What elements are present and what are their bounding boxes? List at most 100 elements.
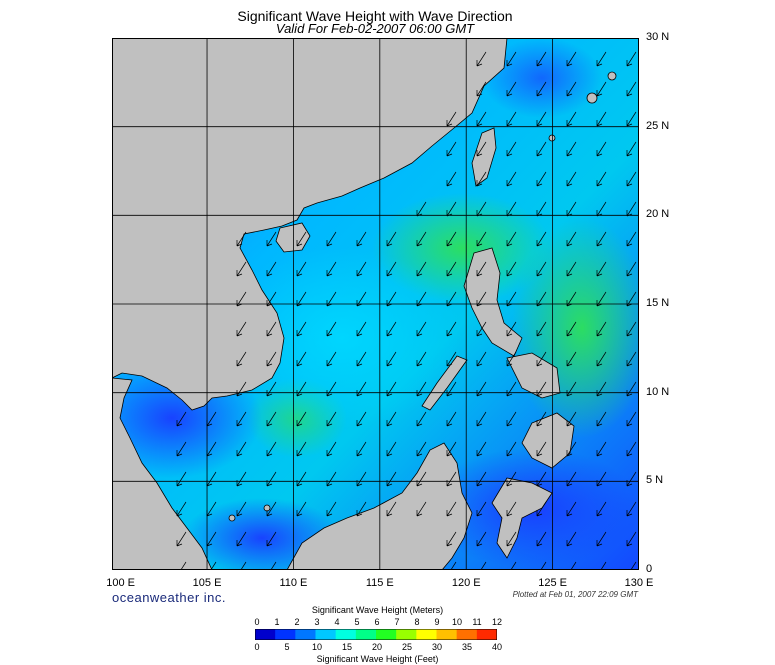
wave-direction-arrow [506,321,517,337]
wave-direction-arrow [536,111,547,127]
wave-direction-arrow [476,321,487,337]
colorbar-feet-tick: 0 [254,642,260,652]
mid-wave-zone [222,248,462,428]
wave-direction-arrow [236,351,247,367]
wave-direction-arrow [176,471,187,487]
land-mindanao [521,412,575,469]
wave-direction-arrow [356,501,367,517]
colorbar-meter-tick: 3 [314,617,320,627]
wave-direction-arrow [596,171,607,187]
wave-direction-arrow [446,351,457,367]
colorbar-meter-tick: 1 [274,617,280,627]
wave-direction-arrow [596,231,607,247]
wave-direction-arrow [236,231,247,247]
wave-direction-arrow [356,411,367,427]
map-title: Significant Wave Height with Wave Direct… [237,8,513,24]
wave-direction-arrow [566,471,577,487]
wave-direction-arrow [506,351,517,367]
wave-direction-arrow [626,531,637,547]
colorbar-feet-tick: 40 [491,642,503,652]
latitude-label: 10 N [646,385,670,398]
wave-direction-arrow [506,261,517,277]
wave-direction-arrow [626,471,637,487]
wave-direction-arrow [506,471,517,487]
wave-direction-arrow [386,321,397,337]
land-hainan [275,222,311,253]
latitude-label: 20 N [646,208,670,221]
wave-direction-arrow [386,261,397,277]
wave-direction-arrow [356,441,367,457]
wave-direction-arrow [326,321,337,337]
wave-direction-arrow [296,321,307,337]
wave-direction-arrow [626,351,637,367]
wave-direction-arrow [326,441,337,457]
colorbar-feet-tick: 5 [284,642,290,652]
wave-direction-arrow [476,411,487,427]
wave-direction-arrow [446,441,457,457]
wave-direction-arrow [356,471,367,487]
wave-direction-arrow [566,351,577,367]
wave-direction-arrow [236,261,247,277]
plotted-timestamp: Plotted at Feb 01, 2007 22:09 GMT [512,590,638,599]
wave-direction-arrow [476,231,487,247]
land-island [228,514,236,522]
wave-direction-arrow [266,231,277,247]
wave-direction-arrow [566,381,577,397]
colorbar [255,629,497,640]
colorbar-swatch [456,629,478,640]
wave-direction-arrow [236,501,247,517]
wave-direction-arrow [176,441,187,457]
wave-direction-arrow [596,291,607,307]
wave-direction-arrow [296,291,307,307]
wave-direction-arrow [536,261,547,277]
wave-direction-arrow [626,381,637,397]
longitude-label: 105 E [192,577,222,589]
land-island [548,134,556,142]
wave-direction-arrow [356,321,367,337]
colorbar-swatch [255,629,276,640]
wave-direction-arrow [356,351,367,367]
brand-logo-text: oceanweather inc. [112,590,227,605]
wave-direction-arrow [566,111,577,127]
longitude-label: 125 E [538,577,567,589]
wave-direction-arrow [626,141,637,157]
wave-direction-arrows [176,51,637,570]
wave-direction-arrow [626,501,637,517]
wave-direction-arrow [356,231,367,247]
wave-direction-arrow [236,321,247,337]
wave-direction-arrow [626,321,637,337]
wave-direction-arrow [626,411,637,427]
wave-direction-arrow [326,291,337,307]
wave-direction-arrow [566,441,577,457]
wave-direction-arrow [536,501,547,517]
wave-direction-arrow [446,231,457,247]
wave-direction-arrow [326,351,337,367]
longitude-label: 100 E [106,577,135,589]
wave-direction-arrow [266,351,277,367]
wave-direction-arrow [476,111,487,127]
wave-direction-arrow [626,51,637,67]
wave-direction-arrow [386,381,397,397]
wave-direction-arrow [266,501,277,517]
wave-direction-arrow [506,141,517,157]
wave-direction-arrow [266,381,277,397]
colorbar-feet-tick: 20 [371,642,383,652]
land-taiwan [471,127,497,187]
land-palawan [421,355,468,411]
wave-direction-arrow [536,51,547,67]
colorbar-meter-tick: 10 [451,617,463,627]
wave-direction-arrow [296,261,307,277]
wave-direction-arrow [566,201,577,217]
wave-direction-arrow [176,531,187,547]
colorbar-meter-tick: 4 [334,617,340,627]
wave-direction-arrow [626,201,637,217]
wave-direction-arrow [596,111,607,127]
wave-direction-arrow [416,261,427,277]
wave-direction-arrow [476,201,487,217]
wave-direction-arrow [596,531,607,547]
wave-direction-arrow [416,411,427,427]
wave-direction-arrow [536,471,547,487]
wave-direction-arrow [446,501,457,517]
wave-direction-arrow [206,411,217,427]
wave-direction-arrow [386,501,397,517]
